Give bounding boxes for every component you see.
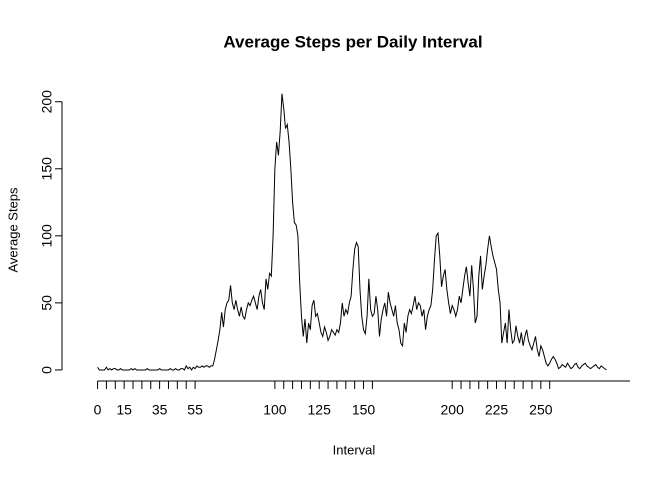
y-tick-label: 200 bbox=[39, 90, 55, 114]
data-line bbox=[97, 93, 607, 371]
x-tick-label: 150 bbox=[352, 402, 376, 418]
x-tick-label: 0 bbox=[94, 402, 102, 418]
x-tick-label: 200 bbox=[441, 402, 465, 418]
y-tick-label: 50 bbox=[39, 295, 55, 311]
x-tick-label: 250 bbox=[529, 402, 553, 418]
y-tick-label: 150 bbox=[39, 157, 55, 181]
y-tick-label: 0 bbox=[39, 366, 55, 374]
x-axis-label: Interval bbox=[333, 442, 376, 457]
x-tick-label: 225 bbox=[485, 402, 509, 418]
x-tick-label: 15 bbox=[116, 402, 132, 418]
y-tick-label: 100 bbox=[39, 224, 55, 248]
y-axis-label: Average Steps bbox=[5, 187, 20, 273]
x-tick-label: 35 bbox=[152, 402, 168, 418]
x-tick-label: 55 bbox=[187, 402, 203, 418]
x-tick-label: 100 bbox=[263, 402, 287, 418]
x-tick-label: 125 bbox=[308, 402, 332, 418]
chart-title: Average Steps per Daily Interval bbox=[223, 32, 482, 51]
